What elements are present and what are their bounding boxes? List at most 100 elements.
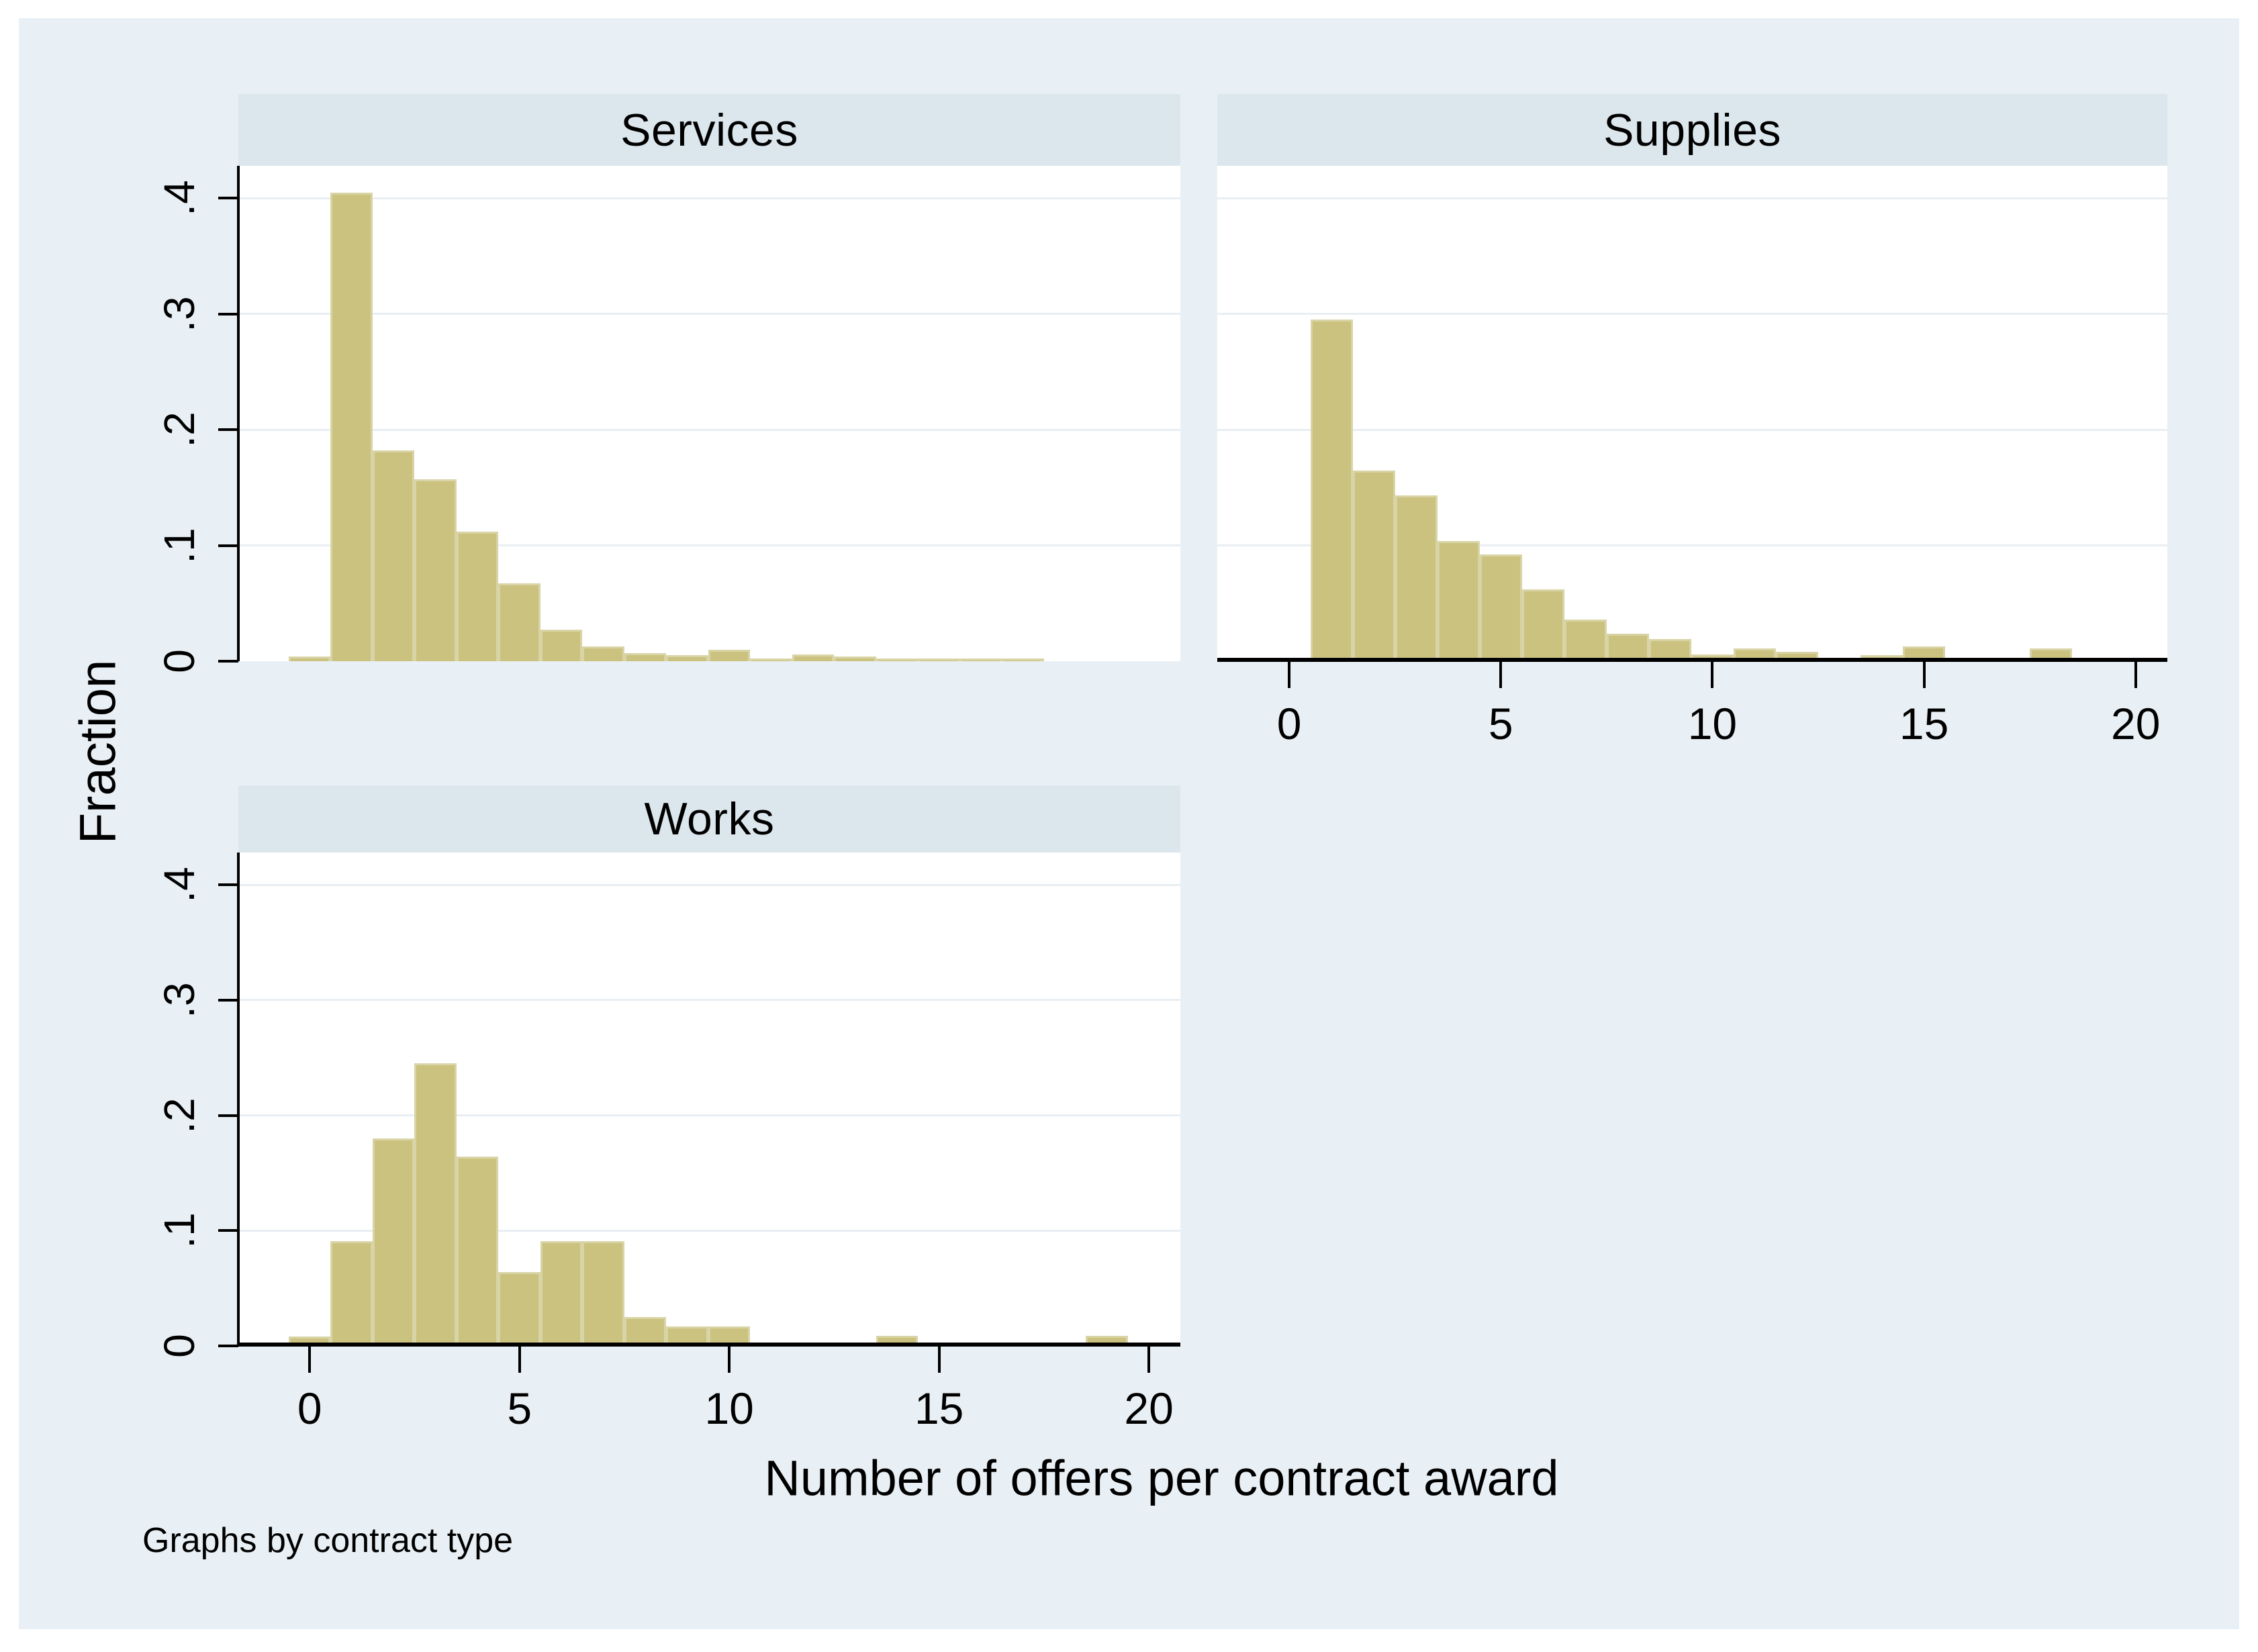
histogram-bar [372,1138,415,1346]
x-tick-mark [308,1346,312,1373]
x-tick-label: 10 [704,1383,754,1433]
panel-supplies: Supplies 0 5 10 15 20 [1217,94,2167,748]
x-tick-mark [1288,661,1291,688]
gridline-y-0.2 [238,428,1180,431]
histogram-bar [414,1063,457,1346]
x-tick-mark [1922,661,1926,688]
x-tick-mark [518,1346,521,1373]
gridline-y-0.1 [238,1229,1180,1232]
y-axis-line [237,166,240,661]
y-tick-label: .4 [155,180,203,216]
x-tick-mark [1711,661,1714,688]
y-tick-mark [218,660,238,663]
panel-title-works: Works [644,793,775,844]
x-tick-label: 10 [1687,699,1738,748]
panel-title-services: Services [620,104,798,156]
panel-title-supplies: Supplies [1603,104,1781,156]
x-tick-label: 0 [1276,699,1302,748]
gridline-y-0.1 [238,544,1180,547]
histogram-bar [582,646,624,661]
x-tick-mark [1147,1346,1151,1373]
x-tick-label: 5 [507,1383,532,1433]
y-tick-label: .1 [155,1212,203,1249]
histogram-bar [666,655,708,661]
y-axis-line [237,853,240,1346]
histogram-bar [876,659,919,661]
histogram-bar [1903,646,1946,661]
plot-area-works: 0 .1 .2 .3 .4 0 5 10 15 20 [155,853,1180,1433]
y-tick-label: 0 [155,649,203,673]
histogram-bar [959,659,1002,661]
x-tick-mark [2134,661,2137,688]
x-axis-line [238,1343,1180,1347]
histogram-bar [1691,654,1734,661]
histogram-bar [792,654,835,661]
histogram-bar [834,657,876,661]
histogram-bar [750,659,792,661]
y-tick-label: .3 [155,982,203,1018]
y-tick-label: .2 [155,411,203,448]
gridline-y-0.3 [1217,313,2167,315]
histogram-bar [624,1317,667,1346]
x-tick-mark [1499,661,1503,688]
histogram-bar [414,479,457,661]
histogram-bar [1310,320,1353,661]
histogram-bar [1479,554,1522,661]
panel-works: Works 0 .1 .2 .3 .4 0 5 10 15 20 [155,785,1180,1433]
y-tick-mark [218,428,238,432]
histogram-bar [1521,589,1564,661]
panel-services: Services 0 .1 .2 .3 .4 [155,94,1180,673]
histogram-bar [1606,633,1649,661]
histogram-bar [330,192,373,661]
histogram-bar [456,1157,499,1346]
panel-title-band-works: Works [238,785,1180,853]
gridline-y-0.4 [238,883,1180,886]
gridline-y-0.3 [238,313,1180,315]
histogram-bar [540,630,583,661]
gridline-y-0.1 [1217,544,2167,547]
x-tick-mark [937,1346,941,1373]
histogram-bar [582,1241,624,1346]
histogram-bar [498,1272,540,1346]
histogram-bar [1395,495,1438,661]
x-tick-label: 5 [1488,699,1513,748]
y-tick-label: .4 [155,867,203,903]
y-tick-mark [218,544,238,547]
histogram-bar [330,1241,373,1346]
x-tick-label: 20 [2111,699,2161,748]
histogram-bar [288,657,331,661]
histogram-bar [1648,639,1691,661]
plot-area-services: 0 .1 .2 .3 .4 [155,166,1180,673]
y-tick-label: .3 [155,296,203,332]
gridline-y-0.4 [1217,197,2167,199]
y-tick-label: .2 [155,1097,203,1134]
y-tick-mark [218,1229,238,1232]
histogram-bar [1437,540,1480,661]
gridline-y-0.4 [238,197,1180,199]
x-tick-mark [728,1346,731,1373]
x-tick-label: 20 [1124,1383,1174,1433]
y-tick-mark [218,197,238,200]
histogram-bar [456,531,499,661]
y-tick-mark [218,1114,238,1117]
gridline-y-0.2 [1217,428,2167,431]
y-tick-mark [218,883,238,887]
y-tick-mark [218,1345,238,1347]
x-tick-label: 15 [1899,699,1949,748]
panel-title-band-services: Services [238,94,1180,166]
plot-area-supplies: 0 5 10 15 20 [1217,166,2167,748]
x-tick-label: 0 [297,1383,322,1433]
gridline-y-0.2 [238,1114,1180,1117]
histogram-bar [1564,619,1607,661]
graph-note: Graphs by contract type [142,1521,514,1560]
histogram-bar [498,583,540,661]
histogram-bar [918,659,960,661]
histogram-bar [372,450,415,661]
y-axis-title: Fraction [69,659,127,844]
histogram-bar [540,1241,583,1346]
x-tick-label: 15 [914,1383,964,1433]
histogram-bar [708,649,751,661]
gridline-y-0.3 [238,999,1180,1002]
histogram-bar [1002,659,1044,661]
